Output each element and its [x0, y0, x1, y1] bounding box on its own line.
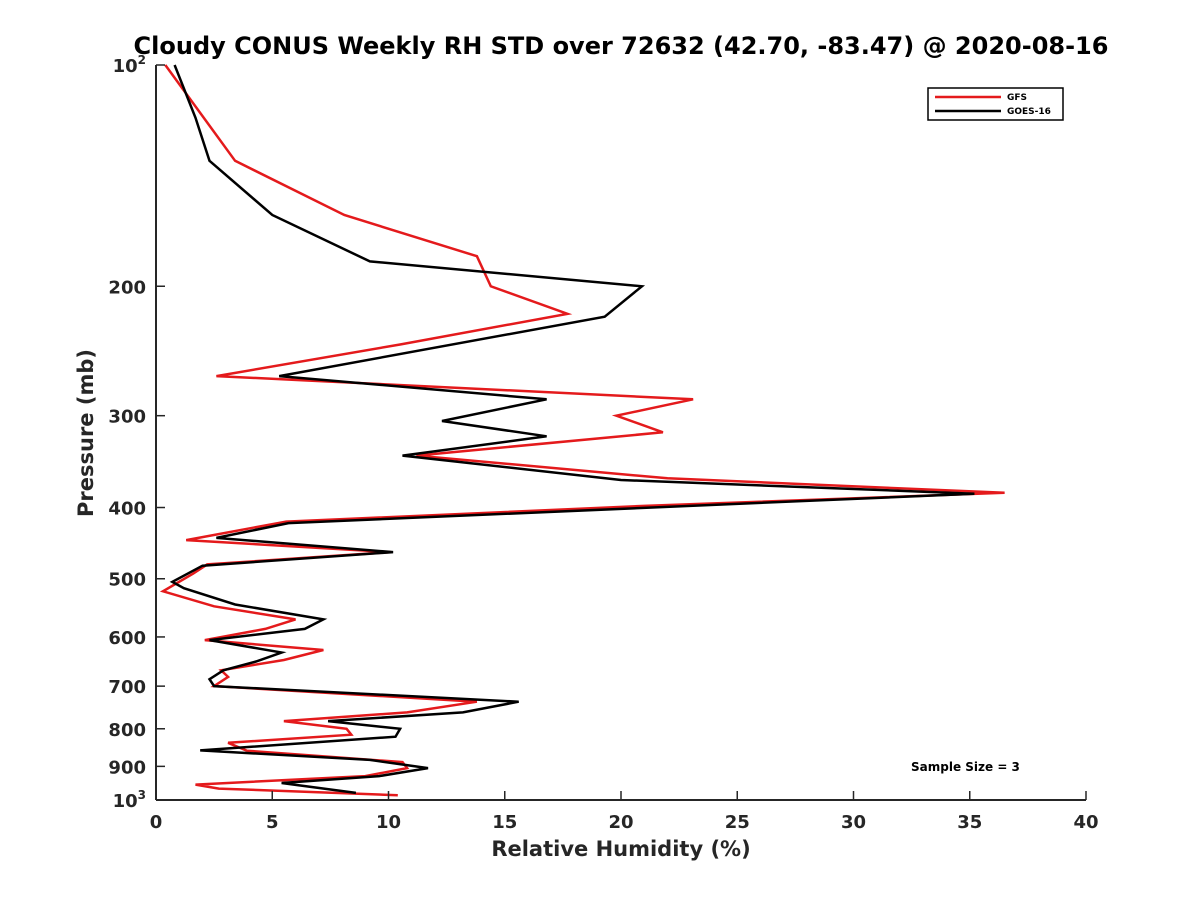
x-tick-label: 25	[725, 812, 750, 833]
x-tick-label: 35	[957, 812, 982, 833]
legend-label-goes: GOES-16	[1007, 107, 1051, 117]
sample-size-annotation: Sample Size = 3	[911, 760, 1020, 774]
x-tick-label: 20	[608, 812, 633, 833]
y-tick-label: 102	[113, 53, 146, 77]
series-line-goes-16	[169, 64, 975, 795]
series-layer	[159, 64, 1005, 797]
y-tick-label: 800	[108, 720, 146, 741]
series-line-gfs	[159, 64, 1005, 797]
y-tick-label: 400	[108, 499, 146, 520]
x-tick-label: 40	[1073, 812, 1098, 833]
y-tick-label: 500	[108, 570, 146, 591]
x-axis-label: Relative Humidity (%)	[491, 837, 750, 861]
legend: GFS GOES-16	[927, 87, 1064, 121]
x-tick-label: 15	[492, 812, 517, 833]
y-axis-label: Pressure (mb)	[74, 349, 98, 517]
y-tick-label: 200	[108, 277, 146, 298]
x-tick-label: 10	[376, 812, 401, 833]
y-tick-label: 700	[108, 677, 146, 698]
y-tick-label: 103	[113, 788, 146, 812]
x-tick-label: 0	[150, 812, 163, 833]
x-ticks: 0 5 10 15 20 25 30 35 40	[150, 791, 1099, 833]
y-tick-label: 600	[108, 628, 146, 649]
x-tick-label: 5	[266, 812, 279, 833]
y-tick-label: 300	[108, 407, 146, 428]
chart-title: Cloudy CONUS Weekly RH STD over 72632 (4…	[134, 32, 1109, 60]
y-ticks: 102 200 300 400 500 600 700 800 900 103	[108, 53, 165, 812]
x-tick-label: 30	[841, 812, 866, 833]
legend-label-gfs: GFS	[1007, 93, 1027, 103]
legend-box	[927, 87, 1064, 121]
y-tick-label: 900	[108, 757, 146, 778]
